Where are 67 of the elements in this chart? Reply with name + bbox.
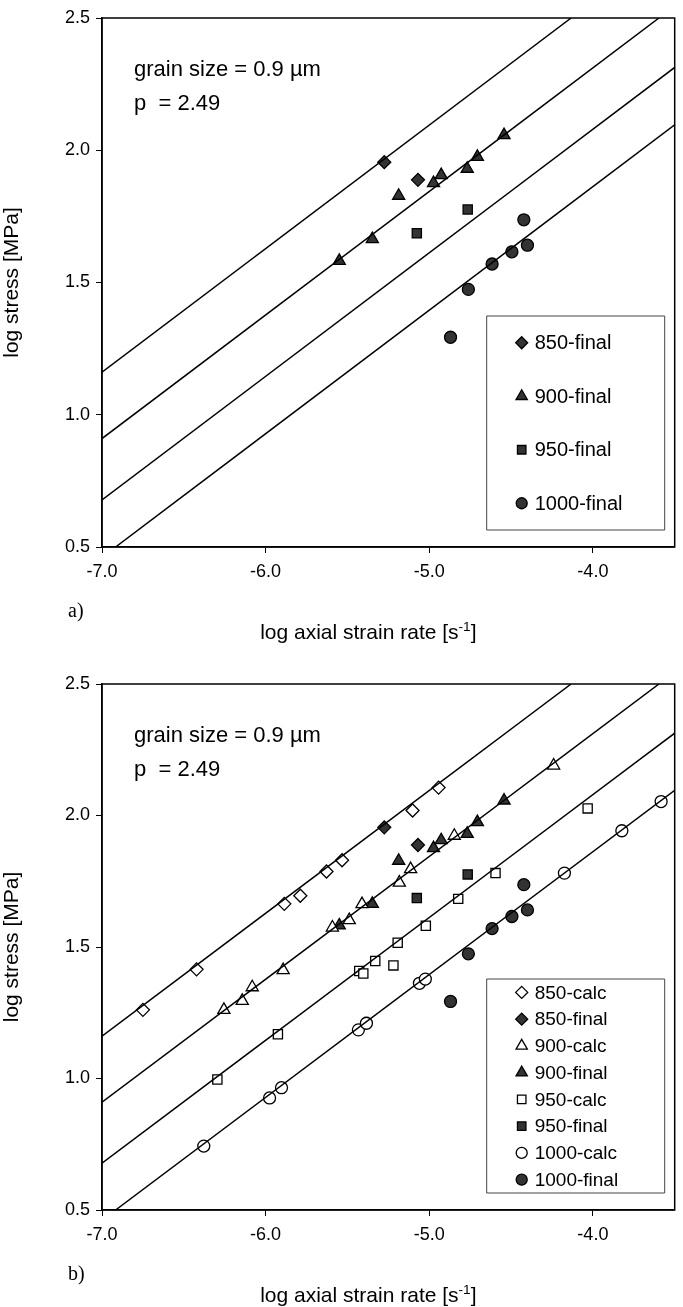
- point: [520, 238, 535, 252]
- point: [520, 903, 535, 917]
- legend-label: 900-final: [534, 384, 612, 407]
- legend-label: 900-final: [534, 1061, 608, 1083]
- y-tick-label: 1.0: [64, 1067, 90, 1088]
- x-tick-label: -4.0: [577, 1223, 609, 1244]
- point: [517, 878, 531, 892]
- legend-label: 900-calc: [534, 1035, 607, 1057]
- x-tick-label: -6.0: [250, 560, 282, 581]
- point: [293, 888, 308, 903]
- x-tick-label: -4.0: [577, 560, 609, 581]
- point: [490, 867, 501, 879]
- annotation: grain size = 0.9 µm: [134, 56, 321, 81]
- point: [461, 282, 476, 297]
- point: [582, 803, 593, 814]
- point: [434, 832, 448, 845]
- annotation: p = 2.49: [134, 756, 221, 781]
- y-axis-title: log stress [MPa]: [0, 871, 23, 1023]
- point: [461, 947, 476, 961]
- text: b): [68, 1262, 85, 1285]
- point: [391, 188, 406, 200]
- legend-label: 950-calc: [534, 1088, 607, 1110]
- y-tick-label: 2.5: [64, 672, 90, 693]
- point: [460, 826, 474, 839]
- point: [517, 213, 531, 227]
- text: a): [68, 599, 84, 622]
- point: [460, 161, 474, 173]
- point: [443, 330, 458, 344]
- legend-label: 850-final: [534, 331, 612, 354]
- annotation: p = 2.49: [134, 90, 221, 115]
- x-tick-label: -7.0: [86, 1223, 118, 1244]
- legend-label: 1000-final: [534, 1168, 619, 1190]
- point: [411, 892, 423, 904]
- y-tick-label: 2.0: [64, 804, 90, 825]
- legend-label: 850-calc: [534, 981, 607, 1003]
- point: [410, 172, 426, 188]
- y-tick-label: 0.5: [64, 535, 90, 556]
- y-tick-label: 2.5: [64, 6, 90, 27]
- legend-label: 850-final: [534, 1008, 608, 1030]
- point: [426, 175, 441, 188]
- point: [411, 228, 423, 239]
- legend-label: 1000-final: [534, 491, 623, 514]
- legend-label: 950-final: [534, 1115, 608, 1137]
- x-tick-label: -7.0: [86, 560, 118, 581]
- point: [410, 837, 426, 853]
- point: [358, 968, 369, 979]
- y-axis-title: log stress [MPa]: [0, 207, 23, 358]
- point: [443, 994, 458, 1009]
- y-tick-label: 2.0: [64, 139, 90, 160]
- x-tick-label: -5.0: [413, 560, 445, 581]
- point: [391, 853, 406, 865]
- x-tick-label: -6.0: [250, 1223, 282, 1244]
- point: [434, 167, 448, 180]
- point: [462, 869, 473, 880]
- y-tick-label: 1.0: [64, 403, 90, 424]
- annotation: grain size = 0.9 µm: [134, 722, 321, 747]
- point: [420, 920, 432, 931]
- legend-label: 950-final: [534, 438, 612, 461]
- y-tick-label: 1.5: [64, 935, 90, 956]
- point: [426, 840, 441, 853]
- point: [388, 960, 399, 971]
- x-tick-label: -5.0: [413, 1223, 445, 1244]
- y-tick-label: 1.5: [64, 271, 90, 292]
- point: [462, 204, 473, 215]
- point: [405, 803, 420, 818]
- legend-label: 1000-calc: [534, 1142, 618, 1164]
- y-tick-label: 0.5: [64, 1198, 90, 1219]
